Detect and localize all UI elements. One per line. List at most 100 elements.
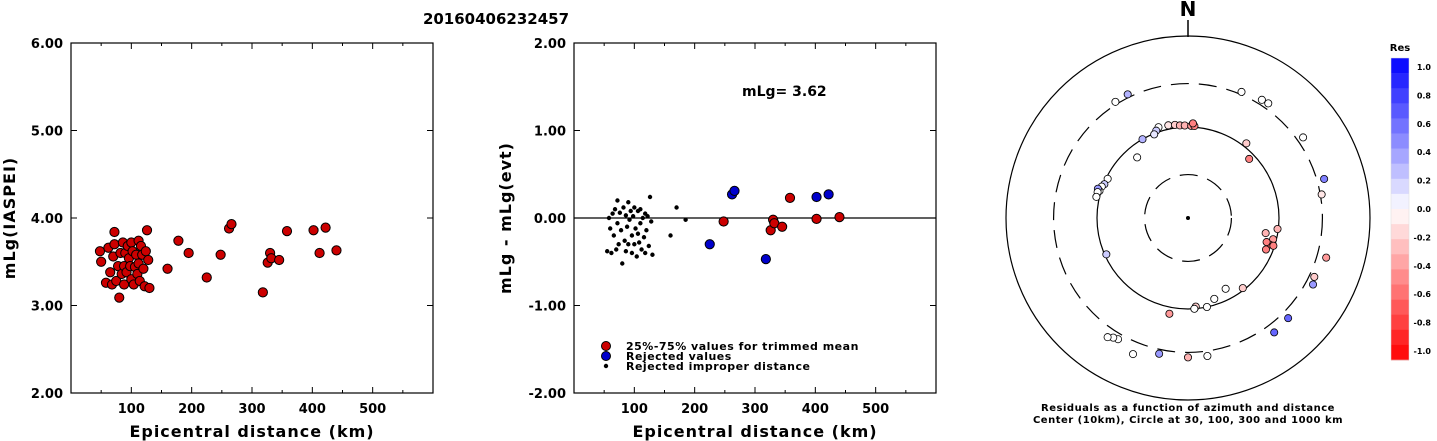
station-point xyxy=(1111,97,1120,106)
panel2-data-point xyxy=(647,194,653,200)
panel2-xtick-label: 400 xyxy=(802,402,829,417)
panel1-data-point xyxy=(308,225,319,236)
panel1-xtick-label: 200 xyxy=(178,402,205,417)
colorbar-cell xyxy=(1391,58,1409,74)
panel2-data-point xyxy=(622,238,627,243)
ring-30km xyxy=(1143,173,1233,263)
station-point xyxy=(1299,133,1308,142)
colorbar-tick-label: -0.6 xyxy=(1414,290,1432,299)
panel1-data-point xyxy=(138,263,149,274)
panel2-data-point xyxy=(608,226,613,231)
panel2-data-point xyxy=(638,221,643,226)
legend-marker-rejected xyxy=(601,351,611,361)
panel2-data-point xyxy=(645,214,650,219)
station-point xyxy=(1320,174,1329,183)
station-point xyxy=(1322,253,1331,262)
panel2-data-point xyxy=(729,185,740,196)
panel1-data-point xyxy=(281,226,293,237)
panel2-data-point xyxy=(634,254,639,259)
colorbar-ticks: 1.0 0.8 0.6 0.4 0.2 0.0 -0.2 -0.4 -0.6 -0.8 -1.0 xyxy=(1414,63,1432,356)
station-point xyxy=(1269,241,1278,250)
station-point xyxy=(1261,245,1270,254)
panel2-data-point xyxy=(704,239,715,250)
panel2-data-point xyxy=(626,200,631,205)
station-point xyxy=(1188,119,1197,128)
colorbar-cell xyxy=(1391,209,1409,225)
panel2-data-point xyxy=(611,233,617,238)
panel2-ticks: 100 200 300 400 500 -2.00 -1.00 0.00 1.00 2.00 xyxy=(529,37,936,417)
colorbar-title: Res xyxy=(1390,43,1410,54)
polar-center xyxy=(1186,216,1190,220)
colorbar-cell xyxy=(1391,178,1409,195)
panel2-data-point xyxy=(626,242,631,247)
panel2-data-point xyxy=(784,192,796,203)
panel1-data-point xyxy=(183,247,194,259)
panel2-data-point xyxy=(646,243,652,249)
panel2-data-point xyxy=(650,252,655,257)
polar-caption-line2: Center (10km), Circle at 30, 100, 300 an… xyxy=(1033,415,1343,426)
panel2-data-point xyxy=(630,214,636,219)
figure-title: 20160406232457 xyxy=(423,10,569,28)
panel1-data-point xyxy=(215,249,226,260)
station-point xyxy=(1203,352,1212,361)
panel1-data-point xyxy=(141,225,153,236)
panel2-data-point xyxy=(628,208,633,214)
panel2-data-point xyxy=(777,221,788,232)
panel2-data-point xyxy=(610,211,615,216)
panel2-data-point xyxy=(641,235,647,240)
legend-marker-improper-distance xyxy=(603,363,609,369)
colorbar-tick-label: 0.6 xyxy=(1417,120,1432,129)
panel1-data-point xyxy=(201,272,212,283)
panel-residual-azimuth: N Residuals as a function of azimuth and… xyxy=(1005,0,1371,426)
station-point xyxy=(1262,238,1271,247)
panel1-xlabel: Epicentral distance (km) xyxy=(129,422,374,441)
station-point xyxy=(1257,95,1266,104)
colorbar-cell xyxy=(1391,148,1409,164)
panel2-data-point xyxy=(614,247,619,252)
panel1-xtick-label: 500 xyxy=(359,402,386,417)
colorbar-cell xyxy=(1391,103,1409,119)
panel2-xtick-label: 300 xyxy=(741,402,768,417)
station-point xyxy=(1310,272,1319,281)
panel1-data-point xyxy=(173,235,184,246)
panel2-data-point xyxy=(649,219,654,224)
panel1-data-point xyxy=(94,246,106,257)
panel1-data-point xyxy=(162,263,173,274)
panel2-data-point xyxy=(633,226,638,231)
panel2-data-point xyxy=(823,189,834,200)
station-point xyxy=(1184,353,1193,362)
panel2-data-point xyxy=(629,233,635,238)
legend-marker-trimmed-mean xyxy=(601,341,611,351)
panel2-xtick-label: 500 xyxy=(862,402,889,417)
panel1-data-point xyxy=(144,282,155,294)
panel1-ticks: 100 200 300 400 500 2.00 3.00 4.00 5.00 6.00 xyxy=(31,37,433,417)
panel2-data-point xyxy=(621,205,626,210)
station-point xyxy=(1309,280,1318,289)
colorbar-cell xyxy=(1391,299,1409,315)
panel2-ytick-label: 1.00 xyxy=(534,125,566,140)
colorbar-tick-label: 0.4 xyxy=(1417,148,1432,157)
colorbar-cell xyxy=(1391,254,1409,270)
panel1-data-point xyxy=(314,247,325,259)
panel2-data-point xyxy=(635,231,641,236)
panel2-xtick-label: 200 xyxy=(681,402,708,417)
panel2-data-point xyxy=(638,207,643,212)
panel2-data-point xyxy=(615,221,620,226)
panel2-data-point xyxy=(683,217,688,222)
station-point xyxy=(1270,328,1279,337)
station-point xyxy=(1221,284,1230,293)
colorbar-cell xyxy=(1391,118,1409,134)
colorbar-tick-label: 0.0 xyxy=(1417,205,1432,214)
station-point xyxy=(1261,229,1270,238)
panel1-ytick-label: 6.00 xyxy=(31,37,63,52)
station-points xyxy=(1092,87,1331,362)
panel1-data-point xyxy=(96,256,107,267)
panel1-data-point xyxy=(226,219,237,230)
colorbar-cells xyxy=(1390,57,1410,361)
station-point xyxy=(1138,135,1147,144)
panel2-data-point xyxy=(834,212,845,223)
panel2-data-point xyxy=(612,207,618,212)
panel2-points xyxy=(604,185,845,266)
station-point xyxy=(1190,304,1199,313)
